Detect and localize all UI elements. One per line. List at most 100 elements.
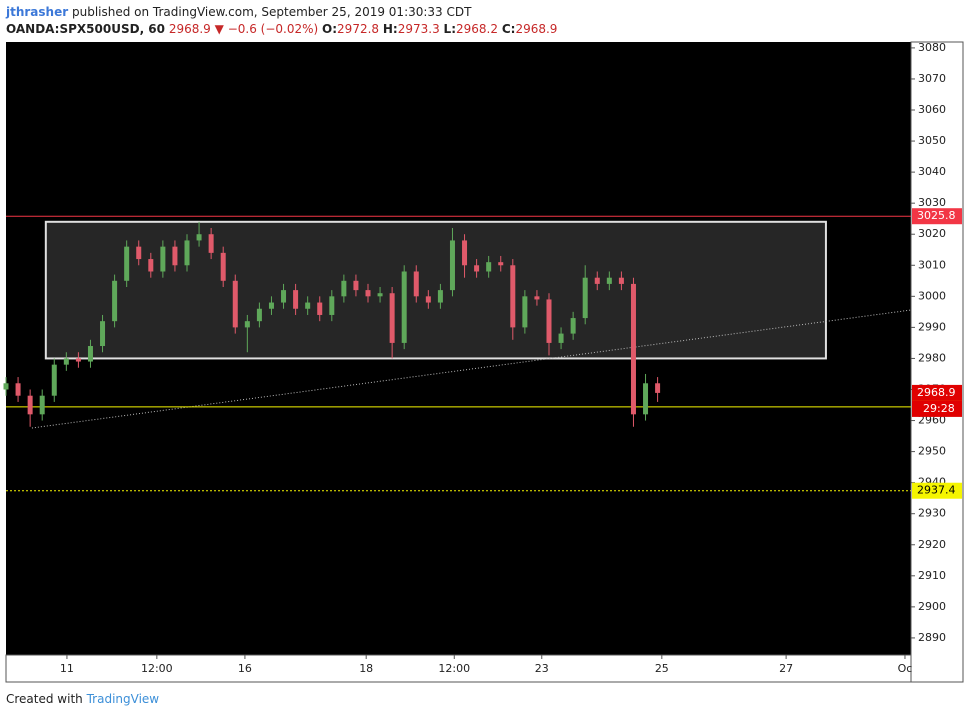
x-tick-label: 12:00 — [438, 662, 470, 675]
ohlc-label: O: — [322, 22, 338, 36]
change: −0.6 (−0.02%) — [227, 22, 319, 36]
candle-body — [618, 277, 624, 284]
candle-body — [329, 296, 335, 315]
candle-body — [232, 280, 238, 328]
candle-body — [425, 296, 431, 303]
candle-body — [63, 358, 69, 365]
ohlc-label: C: — [501, 22, 516, 36]
price-tag — [912, 208, 962, 225]
price-tag-label: 2937.4 — [917, 484, 956, 497]
candle-body — [437, 290, 443, 303]
countdown: 29:28 — [923, 402, 955, 415]
candle-body — [244, 321, 250, 328]
candle-body — [39, 395, 45, 415]
candle-body — [87, 346, 93, 362]
candle-body — [305, 302, 311, 309]
candle-body — [281, 290, 287, 303]
candle-body — [449, 240, 455, 291]
candle-body — [498, 262, 504, 266]
candle-body — [75, 358, 81, 362]
footer: Created with TradingView — [6, 692, 159, 706]
y-tick-label: 3080 — [918, 41, 946, 54]
candle-body — [27, 395, 33, 415]
candle-body — [401, 271, 407, 343]
y-tick-label: 3040 — [918, 165, 946, 178]
candle-body — [582, 277, 588, 319]
candle-body — [208, 234, 214, 253]
x-tick-label: 18 — [359, 662, 373, 675]
candle-body — [196, 234, 202, 241]
x-tick-label: 11 — [60, 662, 74, 675]
candle-body — [570, 318, 576, 334]
symbol: OANDA:SPX500USD, 60 — [6, 22, 165, 36]
y-tick-label: 2900 — [918, 600, 946, 613]
x-tick-label: 27 — [779, 662, 793, 675]
candle-body — [558, 333, 564, 343]
candle-body — [546, 299, 552, 343]
candle-body — [220, 252, 226, 281]
candle-body — [160, 246, 166, 272]
y-tick-label: 2930 — [918, 507, 946, 520]
ohlc-value: 2968.9 — [515, 22, 558, 36]
candle-body — [377, 293, 383, 297]
header: jthrasher published on TradingView.com, … — [6, 4, 557, 38]
candle-body — [486, 262, 492, 272]
x-tick-label: 23 — [535, 662, 549, 675]
last: 2968.9 — [168, 22, 211, 36]
candle-body — [413, 271, 419, 297]
y-axis-bg — [910, 41, 964, 683]
candle-body — [655, 383, 661, 393]
candle-body — [268, 302, 274, 309]
ohlc-value: 2968.2 — [456, 22, 498, 36]
candle-body — [534, 296, 540, 300]
price-tag-label: 2968.9 — [917, 386, 956, 399]
y-tick-label: 2980 — [918, 351, 946, 364]
candle-body — [136, 246, 142, 260]
y-tick-label: 3020 — [918, 227, 946, 240]
x-axis-bg — [5, 654, 912, 683]
candle-body — [474, 265, 480, 272]
candle-body — [606, 277, 612, 284]
y-tick-label: 2990 — [918, 320, 946, 333]
candle-body — [3, 383, 9, 390]
ohlc-value: 2972.8 — [337, 22, 380, 36]
y-tick-label: 3000 — [918, 289, 946, 302]
published: published on TradingView.com, September … — [71, 5, 472, 19]
chart: 2890290029102920293029402950296029702980… — [3, 41, 964, 683]
candle-body — [172, 246, 178, 266]
y-tick-label: 3010 — [918, 258, 946, 271]
countdown-bg — [912, 400, 962, 417]
y-tick-label: 3060 — [918, 103, 946, 116]
candle-body — [365, 290, 371, 297]
y-tick-label: 3070 — [918, 72, 946, 85]
candle-body — [51, 364, 57, 396]
y-tick-label: 2910 — [918, 569, 946, 582]
candle-body — [341, 280, 347, 297]
candle-body — [353, 280, 359, 291]
x-tick-label: 25 — [655, 662, 669, 675]
candle-body — [256, 308, 262, 322]
y-tick-label: 3030 — [918, 196, 946, 209]
arrow: ▼ — [214, 22, 224, 36]
candle-body — [124, 246, 130, 281]
ohlc-value: 2973.3 — [397, 22, 440, 36]
range-box — [44, 220, 827, 360]
candle-body — [100, 321, 106, 347]
candle-body — [522, 296, 528, 328]
candle-body — [389, 293, 395, 343]
created-with: Created with — [6, 692, 83, 706]
ohlc-label: H: — [382, 22, 398, 36]
candle-body — [510, 265, 516, 328]
candle-body — [317, 302, 323, 315]
price-tag — [912, 384, 962, 401]
author[interactable]: jthrasher — [6, 5, 69, 19]
candle-body — [15, 383, 21, 396]
y-tick-label: 2950 — [918, 445, 946, 458]
ohlc-label: L: — [443, 22, 456, 36]
candle-body — [112, 280, 118, 322]
y-tick-label: 3050 — [918, 134, 946, 147]
y-tick-label: 2890 — [918, 631, 946, 644]
brand[interactable]: TradingView — [86, 692, 160, 706]
trendline — [31, 309, 912, 429]
